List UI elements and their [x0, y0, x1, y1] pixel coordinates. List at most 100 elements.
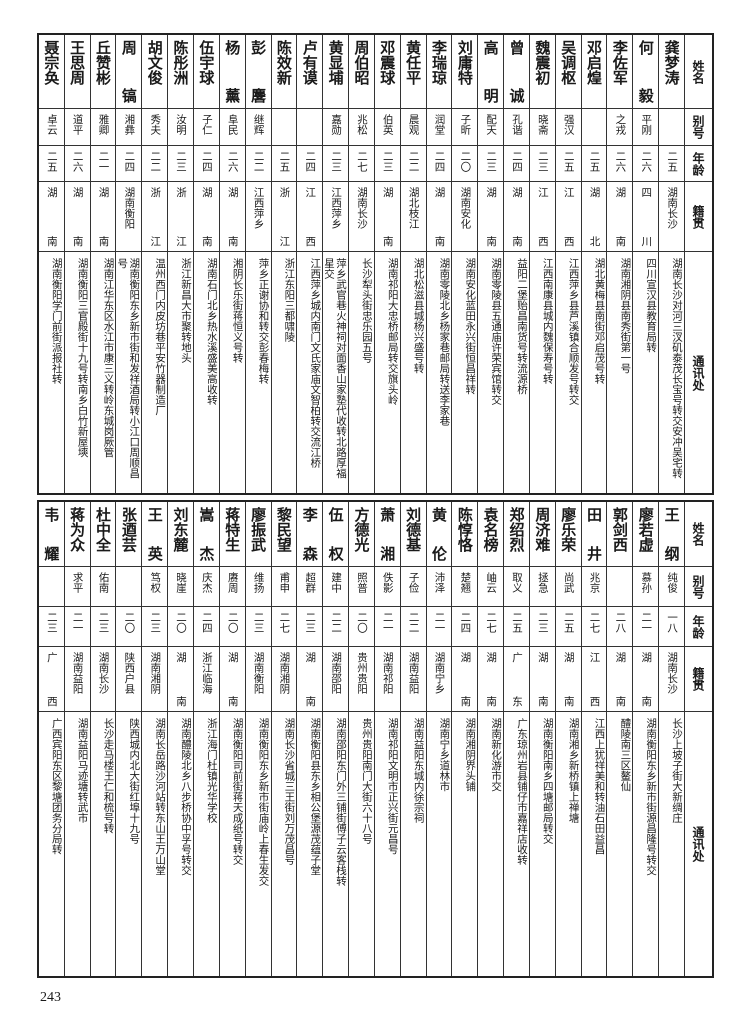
name-cell: 陈惇恪 — [452, 502, 478, 567]
age-cell: 二五 — [659, 146, 684, 182]
origin-cell: 湖南长沙 — [659, 647, 684, 712]
alias-cell: 雅卿 — [90, 109, 116, 146]
alias-cell: 取义 — [504, 567, 529, 607]
address-cell: 湖南长沙省城三王街刘万茂昌号 — [283, 718, 296, 865]
person-record: 李瑞琼 润堂 二四湖南湖南零陵北乡杨家巷邮局转送李家巷 — [425, 35, 452, 493]
alias-cell: 晓斋 — [529, 109, 555, 146]
age-cell: 二二 — [323, 607, 349, 647]
address-cell: 长沙犁头街忠乐园五号 — [360, 258, 373, 363]
name-cell: 杜中全 — [90, 502, 116, 567]
age-cell: 二三 — [529, 607, 555, 647]
page-number: 243 — [40, 990, 61, 1005]
age-cell: 二三 — [374, 146, 400, 182]
age-cell: 二一 — [633, 607, 659, 647]
origin-cell: 湖南 — [90, 182, 116, 252]
age-cell: 二四 — [504, 146, 529, 182]
origin-cell: 湖南安化 — [452, 182, 478, 252]
name-cell: 邓震球 — [374, 35, 400, 109]
age-cell: 二二 — [400, 146, 426, 182]
origin-cell: 湖南 — [478, 182, 504, 252]
origin-cell: 湖北 — [581, 182, 607, 252]
alias-cell — [297, 109, 323, 146]
header-name: 姓名 — [685, 35, 712, 109]
alias-cell — [271, 109, 297, 146]
alias-cell: 沛泽 — [426, 567, 452, 607]
address-cell: 湖南益阳马迹塘转武市 — [76, 718, 89, 823]
person-record: 韦耀二三广西广西宾阳东区黎塘团务分局转 — [38, 502, 64, 976]
person-record: 卢有谟 二四江西江西萍乡城内南门文氏家庙文智柏转交流江桥 — [296, 35, 323, 493]
header-alias: 别号 — [685, 567, 712, 607]
name-cell: 周伯昭 — [349, 35, 374, 109]
alias-cell: 赓周 — [219, 567, 245, 607]
address-cell: 湖南零陵县五通庙许荣宾馆转交 — [490, 258, 503, 405]
origin-cell: 江西 — [581, 647, 607, 712]
origin-cell: 贵州贵阳 — [349, 647, 374, 712]
header-age: 年龄 — [685, 607, 712, 647]
person-record: 刘庸特 子昕 二〇 湖南安化 湖南安化蓝田永兴街恒昌祥转 — [451, 35, 478, 493]
address-cell: 湖北黄梅县南街邓启茂号转 — [593, 258, 606, 384]
name-cell: 王思周 — [64, 35, 90, 109]
origin-cell: 湖南 — [426, 182, 452, 252]
age-cell: 二三 — [245, 607, 271, 647]
alias-cell: 平刚 — [633, 109, 659, 146]
origin-cell: 湖南 — [555, 647, 581, 712]
age-cell: 二五 — [271, 146, 297, 182]
age-cell: 二一 — [64, 607, 90, 647]
alias-cell: 照普 — [349, 567, 374, 607]
person-record: 黄任平 晨观 二二 湖北枝江 湖北松滋县城杨兴盛号转 — [399, 35, 426, 493]
age-cell: 二一 — [374, 607, 400, 647]
alias-cell — [607, 567, 633, 607]
name-cell: 伍权 — [323, 502, 349, 567]
age-cell: 二三 — [90, 607, 116, 647]
person-record: 胡文俊 秀夫 二二浙江温州西门内皮坊巷平安竹器制造厂 — [141, 35, 168, 493]
age-cell: 二五 — [504, 607, 529, 647]
age-cell: 二三 — [38, 607, 64, 647]
alias-cell: 尚武 — [555, 567, 581, 607]
name-cell: 嵩杰 — [193, 502, 219, 567]
origin-cell: 江西萍乡 — [323, 182, 349, 252]
name-cell: 卢有谟 — [297, 35, 323, 109]
alias-cell: 子俭 — [400, 567, 426, 607]
origin-cell: 湖南 — [452, 647, 478, 712]
address-cell: 长沙走马楼王仁和梳号转 — [102, 718, 115, 834]
alias-cell: 晨观 — [400, 109, 426, 146]
name-cell: 李森 — [297, 502, 323, 567]
person-record: 李森超群 二三湖南湖南衡阳县东乡相公堡源茂蕴子堂 — [296, 502, 323, 976]
age-cell: 二六 — [219, 146, 245, 182]
address-cell: 四川宣汉县教育局转 — [645, 258, 658, 353]
address-cell: 湖南安化蓝田永兴街恒昌祥转 — [464, 258, 477, 395]
header-address: 通讯处 — [691, 826, 705, 862]
name-cell: 龚梦涛 — [659, 35, 684, 109]
header-column: 姓名 别号 年龄 籍贯 通讯处 — [684, 502, 712, 976]
name-cell: 王纲 — [659, 502, 684, 567]
address-cell: 陕西城内北大街红埠十九号 — [128, 718, 141, 844]
age-cell: 二七 — [271, 607, 297, 647]
origin-cell: 湖南 — [193, 182, 219, 252]
alias-cell — [116, 567, 142, 607]
name-cell: 刘德基 — [400, 502, 426, 567]
origin-cell: 湖南 — [607, 182, 633, 252]
name-cell: 魏震初 — [529, 35, 555, 109]
alias-cell: 阜民 — [219, 109, 245, 146]
alias-cell: 维扬 — [245, 567, 271, 607]
address-cell: 湖南江华东区水江市康三义转岭东城岗厥管 — [102, 258, 115, 458]
age-cell: 二三 — [323, 146, 349, 182]
address-cell: 湖南宁乡道林市 — [438, 718, 451, 792]
age-cell: 二〇 — [219, 607, 245, 647]
name-cell: 何毅 — [633, 35, 659, 109]
alias-cell: 子仁 — [193, 109, 219, 146]
age-cell: 二二 — [400, 607, 426, 647]
age-cell: 二四 — [297, 146, 323, 182]
age-cell: 二五 — [38, 146, 64, 182]
age-cell: 二三 — [478, 146, 504, 182]
name-cell: 杨薰 — [219, 35, 245, 109]
alias-cell: 之戎 — [607, 109, 633, 146]
origin-cell: 湖南祁阳 — [374, 647, 400, 712]
age-cell: 二六 — [607, 146, 633, 182]
address-cell: 湖南祁阳文明市正兴街元昌号 — [386, 718, 399, 855]
name-cell: 廖乐荣 — [555, 502, 581, 567]
origin-cell: 湖南 — [504, 182, 529, 252]
header-age: 年龄 — [685, 146, 712, 182]
address-cell: 益阳二堡贻昌南货号转流源桥 — [515, 258, 528, 395]
person-record: 李佐军 之戎 二六湖南湖南湘阴县南秀街第一号 — [606, 35, 633, 493]
